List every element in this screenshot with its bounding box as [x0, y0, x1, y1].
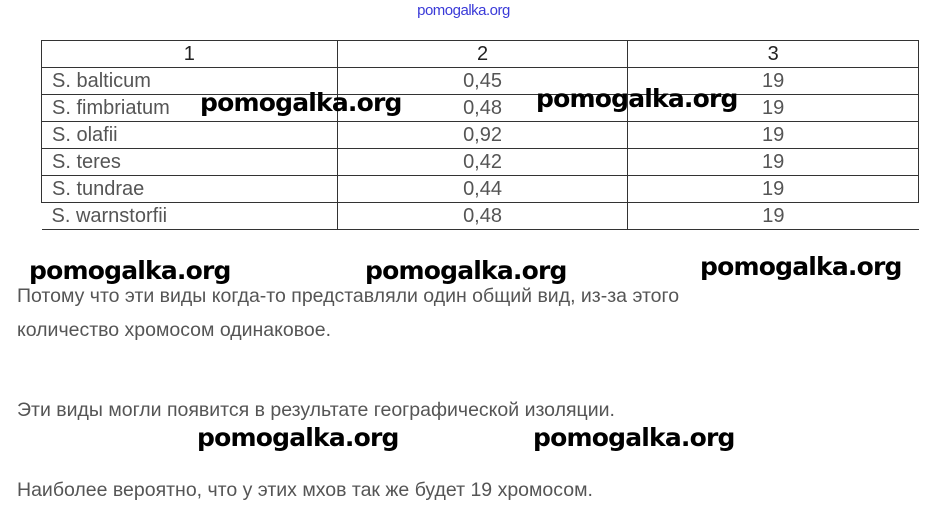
- chromosome-cell: 19: [627, 94, 919, 122]
- top-watermark: pomogalka.org: [417, 2, 510, 19]
- chromosome-cell: 19: [627, 121, 919, 149]
- chromosome-cell: 19: [627, 148, 919, 176]
- table-row: S. tundrae 0,44 19: [41, 175, 919, 203]
- answer-line-2: количество хромосом одинаковое.: [17, 319, 331, 341]
- header-cell: 1: [41, 40, 338, 68]
- chromosome-cell: 19: [627, 175, 919, 203]
- watermark: pomogalka.org: [533, 423, 735, 452]
- watermark: pomogalka.org: [29, 256, 231, 285]
- answer-line-3: Эти виды могли появится в результате гео…: [17, 399, 615, 421]
- header-cell: 3: [627, 40, 919, 68]
- species-cell: S. balticum: [41, 67, 338, 95]
- answer-line-1: Потому что эти виды когда-то представлял…: [17, 285, 680, 307]
- answer-line-4: Наиболее вероятно, что у этих мхов так ж…: [17, 479, 593, 501]
- species-cell: S. warnstorfii: [41, 202, 338, 230]
- species-cell: S. teres: [41, 148, 338, 176]
- value-cell: 0,45: [336, 67, 629, 95]
- value-cell: 0,92: [336, 121, 629, 149]
- value-cell: 0,44: [336, 175, 629, 203]
- species-cell: S. fimbriatum: [41, 94, 338, 122]
- species-table: 1 2 3 S. balticum 0,45 19 S. fimbriatum 0,48…: [41, 40, 919, 230]
- species-cell: S. olafii: [41, 121, 338, 149]
- header-cell: 2: [336, 40, 629, 68]
- value-cell: 0,48: [336, 202, 628, 230]
- table-row: S. fimbriatum 0,48 19: [41, 94, 919, 122]
- chromosome-cell: 19: [627, 202, 919, 230]
- table-row: S. teres 0,42 19: [41, 148, 919, 176]
- watermark: pomogalka.org: [536, 84, 738, 113]
- table-header-row: 1 2 3: [41, 40, 919, 68]
- table-row: S. olafii 0,92 19: [41, 121, 919, 149]
- species-cell: S. tundrae: [41, 175, 338, 203]
- watermark: pomogalka.org: [197, 423, 399, 452]
- watermark: pomogalka.org: [365, 256, 567, 285]
- watermark: pomogalka.org: [200, 88, 402, 117]
- watermark: pomogalka.org: [700, 252, 902, 281]
- table-row: S. balticum 0,45 19: [41, 67, 919, 95]
- value-cell: 0,42: [336, 148, 629, 176]
- table-row: S. warnstorfii 0,48 19: [41, 202, 919, 230]
